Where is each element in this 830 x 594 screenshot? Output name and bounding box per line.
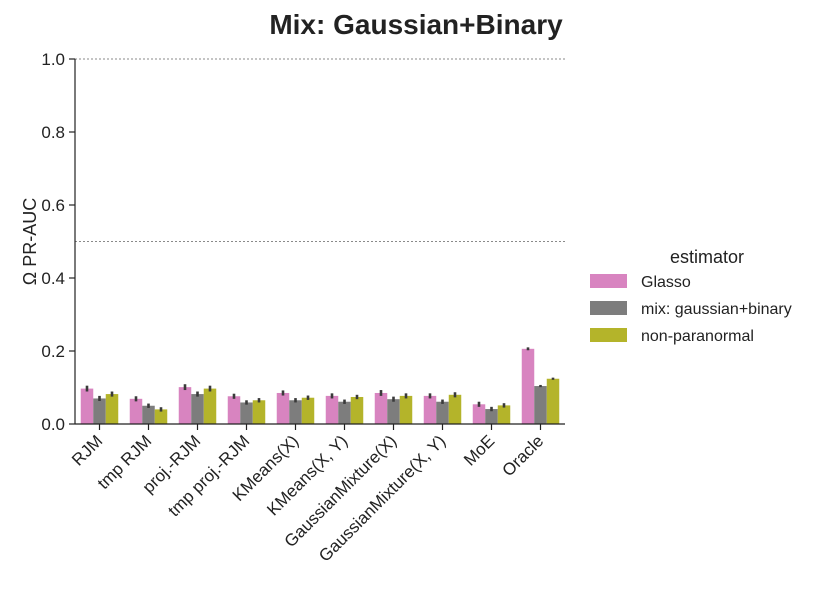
bar-glasso bbox=[227, 396, 241, 424]
bar-mix-gaussian-binary bbox=[191, 394, 204, 424]
bar-glasso bbox=[521, 348, 535, 424]
bar-non-paranormal bbox=[154, 409, 168, 424]
bar-glasso bbox=[325, 395, 339, 424]
bar-non-paranormal bbox=[203, 388, 217, 424]
bar-glasso bbox=[276, 392, 290, 424]
y-tick-label: 1.0 bbox=[41, 50, 65, 69]
bar-mix-gaussian-binary bbox=[240, 402, 253, 424]
bar-mix-gaussian-binary bbox=[289, 400, 302, 424]
legend: estimator Glasso mix: gaussian+binary non-… bbox=[590, 247, 792, 345]
bar-mix-gaussian-binary bbox=[436, 401, 449, 424]
bar-mix-gaussian-binary bbox=[387, 399, 400, 424]
bar-glasso bbox=[178, 387, 192, 424]
bar-glasso bbox=[472, 404, 486, 424]
bar-non-paranormal bbox=[448, 394, 462, 424]
bar-glasso bbox=[374, 392, 388, 424]
bar-glasso bbox=[80, 388, 94, 424]
bar-mix-gaussian-binary bbox=[338, 401, 351, 424]
y-ticks: 0.0 0.2 0.4 0.6 0.8 1.0 bbox=[41, 50, 75, 434]
y-tick-label: 0.2 bbox=[41, 342, 65, 361]
legend-label: non-paranormal bbox=[641, 328, 754, 345]
chart-title: Mix: Gaussian+Binary bbox=[269, 9, 563, 40]
x-tick-label: RJM bbox=[68, 431, 106, 469]
bar-non-paranormal bbox=[350, 396, 364, 424]
bar-mix-gaussian-binary bbox=[142, 405, 155, 424]
y-tick-label: 0.0 bbox=[41, 415, 65, 434]
axes bbox=[74, 59, 565, 425]
legend-title: estimator bbox=[670, 247, 744, 267]
bar-glasso bbox=[129, 398, 143, 424]
x-tick-label: MoE bbox=[460, 431, 498, 469]
bar-glasso bbox=[423, 395, 437, 424]
bars bbox=[80, 348, 560, 424]
legend-swatch bbox=[590, 328, 627, 342]
legend-label: Glasso bbox=[641, 274, 691, 291]
bar-non-paranormal bbox=[252, 400, 266, 424]
y-axis-label: Ω PR-AUC bbox=[20, 198, 40, 285]
x-tick-label: Oracle bbox=[498, 431, 547, 480]
bar-non-paranormal bbox=[301, 397, 315, 424]
legend-label: mix: gaussian+binary bbox=[641, 301, 792, 318]
bar-non-paranormal bbox=[105, 394, 119, 424]
y-tick-label: 0.4 bbox=[41, 269, 65, 288]
bar-non-paranormal bbox=[399, 395, 413, 424]
reference-lines bbox=[75, 58, 565, 242]
legend-swatch bbox=[590, 274, 627, 288]
bar-mix-gaussian-binary bbox=[485, 409, 498, 424]
bar-non-paranormal bbox=[546, 378, 560, 424]
bar-mix-gaussian-binary bbox=[534, 386, 547, 424]
legend-swatch bbox=[590, 301, 627, 315]
y-tick-label: 0.6 bbox=[41, 196, 65, 215]
bar-non-paranormal bbox=[497, 405, 511, 424]
error-bars bbox=[85, 347, 555, 412]
y-tick-label: 0.8 bbox=[41, 123, 65, 142]
bar-mix-gaussian-binary bbox=[93, 398, 106, 424]
